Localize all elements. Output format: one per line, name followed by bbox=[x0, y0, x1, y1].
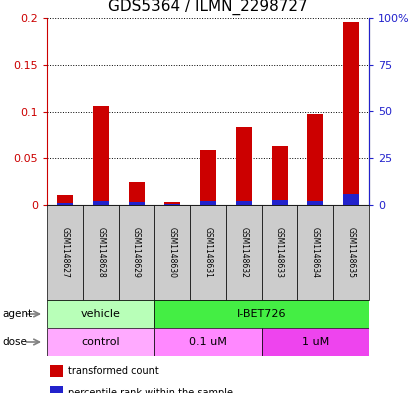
Bar bbox=[225, 205, 261, 300]
Text: GSM1148630: GSM1148630 bbox=[167, 227, 176, 278]
Bar bbox=[164, 204, 180, 205]
Text: GSM1148633: GSM1148633 bbox=[274, 227, 283, 278]
Bar bbox=[92, 106, 108, 205]
Bar bbox=[333, 205, 368, 300]
Bar bbox=[47, 205, 83, 300]
Text: percentile rank within the sample: percentile rank within the sample bbox=[68, 387, 232, 393]
Bar bbox=[47, 328, 154, 356]
Bar bbox=[271, 200, 287, 205]
Bar bbox=[128, 202, 144, 205]
Bar bbox=[57, 195, 73, 205]
Bar bbox=[118, 205, 154, 300]
Text: GSM1148627: GSM1148627 bbox=[61, 227, 70, 278]
Bar bbox=[235, 201, 251, 205]
Text: GSM1148629: GSM1148629 bbox=[132, 227, 141, 278]
Bar bbox=[307, 201, 323, 205]
Text: GSM1148631: GSM1148631 bbox=[203, 227, 212, 278]
Bar bbox=[50, 364, 63, 377]
Text: GSM1148635: GSM1148635 bbox=[346, 227, 355, 278]
Text: 1 uM: 1 uM bbox=[301, 337, 328, 347]
Bar bbox=[154, 300, 368, 328]
Bar bbox=[57, 203, 73, 205]
Text: GSM1148628: GSM1148628 bbox=[96, 227, 105, 278]
Bar bbox=[261, 205, 297, 300]
Bar bbox=[200, 201, 216, 205]
Text: vehicle: vehicle bbox=[81, 309, 120, 319]
Text: 0.1 uM: 0.1 uM bbox=[189, 337, 227, 347]
Text: transformed count: transformed count bbox=[68, 366, 158, 376]
Bar bbox=[164, 202, 180, 205]
Text: dose: dose bbox=[2, 337, 27, 347]
Bar bbox=[50, 386, 63, 393]
Text: I-BET726: I-BET726 bbox=[236, 309, 286, 319]
Bar bbox=[47, 300, 154, 328]
Bar bbox=[128, 182, 144, 205]
Bar bbox=[200, 150, 216, 205]
Bar bbox=[83, 205, 118, 300]
Bar bbox=[154, 205, 190, 300]
Text: GSM1148634: GSM1148634 bbox=[310, 227, 319, 278]
Bar bbox=[342, 22, 358, 205]
Bar bbox=[235, 127, 251, 205]
Bar bbox=[154, 328, 261, 356]
Title: GDS5364 / ILMN_2298727: GDS5364 / ILMN_2298727 bbox=[108, 0, 307, 15]
Bar bbox=[261, 328, 368, 356]
Bar bbox=[307, 114, 323, 205]
Bar bbox=[271, 146, 287, 205]
Text: control: control bbox=[81, 337, 120, 347]
Bar bbox=[297, 205, 333, 300]
Bar bbox=[92, 201, 108, 205]
Bar bbox=[190, 205, 225, 300]
Text: GSM1148632: GSM1148632 bbox=[239, 227, 248, 278]
Text: agent: agent bbox=[2, 309, 32, 319]
Bar bbox=[342, 194, 358, 205]
